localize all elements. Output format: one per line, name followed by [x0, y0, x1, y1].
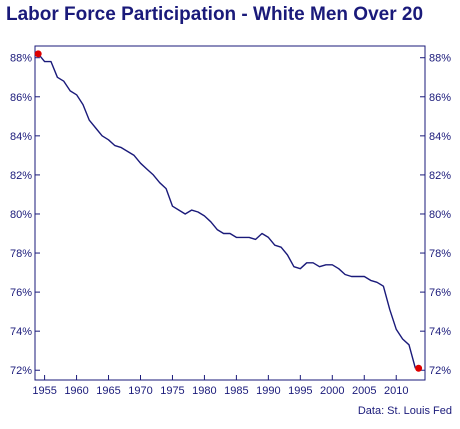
- source-note: Data: St. Louis Fed: [357, 405, 452, 417]
- y-tick-label-right: 76%: [429, 287, 451, 299]
- chart-title: Labor Force Participation - White Men Ov…: [6, 4, 424, 25]
- x-tick-label: 1980: [192, 385, 216, 397]
- y-tick-label-left: 86%: [10, 92, 32, 104]
- y-tick-label-right: 84%: [429, 131, 451, 143]
- x-tick-label: 1985: [224, 385, 248, 397]
- y-tick-label-left: 80%: [10, 209, 32, 221]
- highlight-point: [415, 364, 423, 372]
- y-tick-label-left: 88%: [10, 53, 32, 65]
- y-tick-label-right: 74%: [429, 326, 451, 338]
- y-tick-label-left: 84%: [10, 131, 32, 143]
- x-tick-label: 1995: [288, 385, 312, 397]
- highlight-markers: [34, 50, 423, 372]
- y-tick-label-right: 88%: [429, 53, 451, 65]
- y-tick-label-right: 86%: [429, 92, 451, 104]
- x-tick-label: 2010: [384, 385, 408, 397]
- x-tick-label: 1990: [256, 385, 280, 397]
- y-tick-label-right: 80%: [429, 209, 451, 221]
- y-tick-label-right: 78%: [429, 248, 451, 260]
- highlight-point: [34, 50, 42, 58]
- y-tick-label-right: 72%: [429, 365, 451, 377]
- x-tick-label: 2000: [320, 385, 344, 397]
- y-axis: 72% 72% 74% 74% 76% 76% 78% 78% 80% 80% 82% 82% 84% 8…: [10, 53, 451, 378]
- x-tick-label: 1965: [96, 385, 120, 397]
- y-tick-label-left: 72%: [10, 365, 32, 377]
- x-axis: 1955 1960 1965 1970 1975 1980 1985 1990 1995 2000…: [32, 375, 408, 397]
- x-tick-label: 2005: [352, 385, 376, 397]
- x-tick-label: 1960: [64, 385, 88, 397]
- y-tick-label-left: 76%: [10, 287, 32, 299]
- plot-frame: [34, 45, 426, 381]
- y-tick-label-left: 82%: [10, 170, 32, 182]
- x-tick-label: 1970: [128, 385, 152, 397]
- x-tick-label: 1955: [32, 385, 56, 397]
- x-tick-label: 1975: [160, 385, 184, 397]
- y-tick-label-left: 78%: [10, 248, 32, 260]
- y-tick-label-left: 74%: [10, 326, 32, 338]
- y-tick-label-right: 82%: [429, 170, 451, 182]
- series-line: [37, 53, 417, 369]
